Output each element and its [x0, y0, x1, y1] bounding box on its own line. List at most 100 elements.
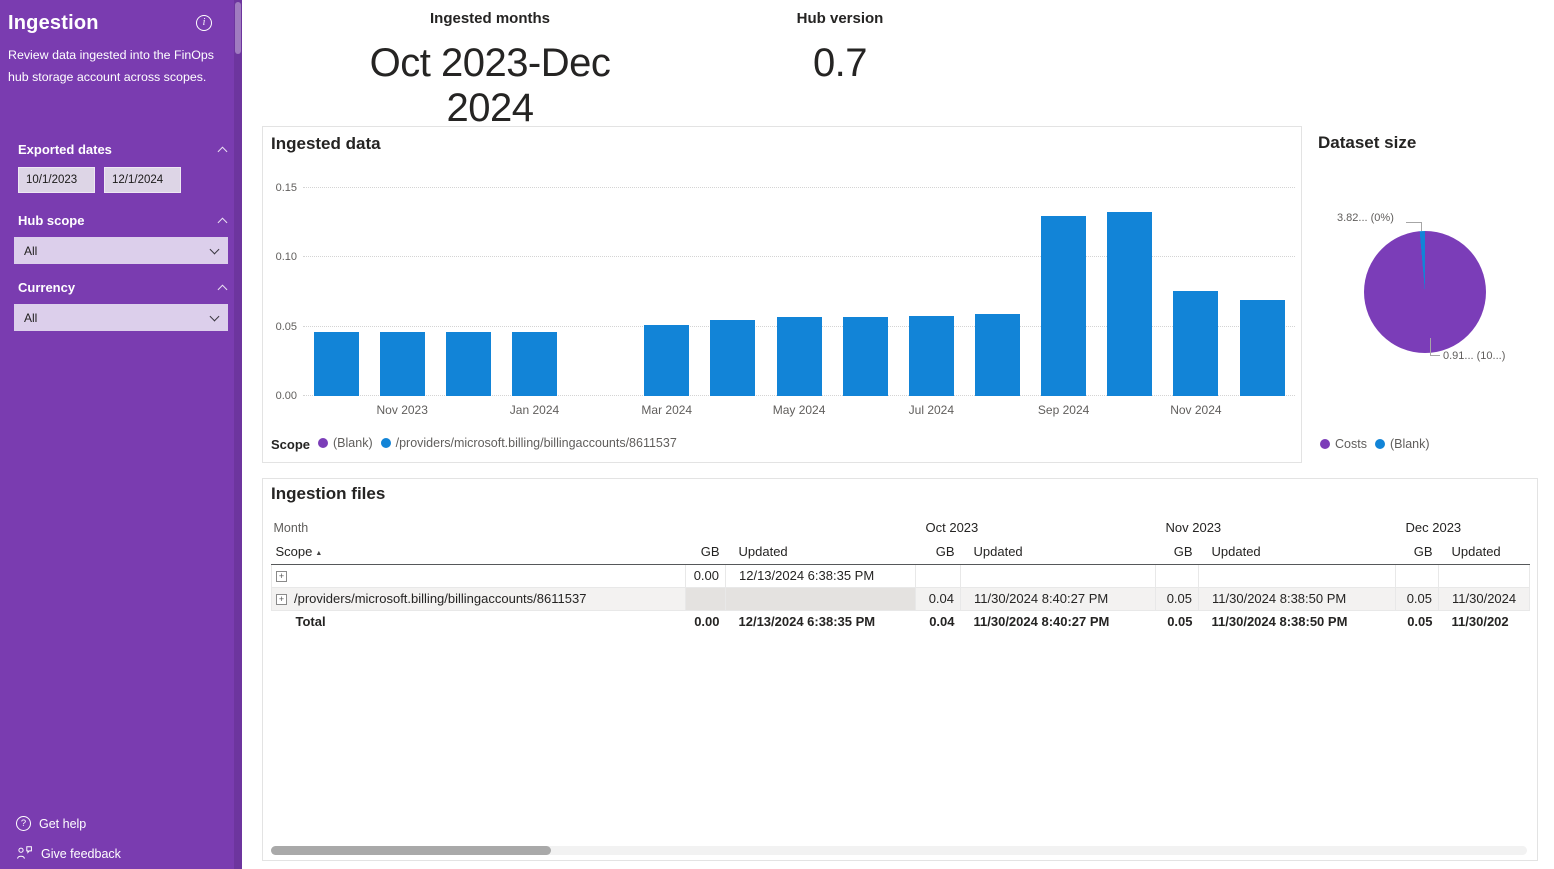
bar[interactable]	[974, 314, 1020, 396]
horizontal-scrollbar[interactable]	[271, 846, 1527, 855]
legend-item[interactable]: /providers/microsoft.billing/billingacco…	[380, 436, 677, 450]
scope-value: /providers/microsoft.billing/billingacco…	[294, 591, 587, 606]
feedback-icon	[16, 845, 33, 863]
month-header-row: Month Oct 2023 Nov 2023 Dec 2023	[272, 516, 1530, 539]
bar[interactable]	[1041, 215, 1087, 396]
sort-ascending-icon	[315, 550, 322, 557]
ingested-data-plot: 0.00 0.05 0.10 0.15 Nov 2023 Jan 2024 Mar 202…	[276, 182, 1295, 417]
info-icon[interactable]	[196, 15, 212, 31]
sidebar-scrollbar-thumb[interactable]	[235, 2, 241, 54]
get-help-link[interactable]: Get help	[16, 816, 86, 831]
chevron-up-icon[interactable]	[217, 217, 228, 228]
bar-slot: Nov 2023	[369, 188, 435, 417]
exported-dates-slicer: 10/1/2023 12/1/2024	[18, 167, 242, 194]
bar[interactable]	[379, 332, 425, 396]
cell-gb: 0.00	[685, 563, 726, 588]
callout-connector-line	[1430, 338, 1440, 356]
ingestion-files-table: Month Oct 2023 Nov 2023 Dec 2023 Scope G…	[271, 516, 1531, 633]
bar[interactable]	[512, 332, 557, 396]
bar[interactable]	[1107, 211, 1153, 396]
scope-value: Total	[295, 614, 326, 630]
chevron-down-icon	[209, 311, 220, 322]
legend-dot	[1320, 439, 1330, 449]
bar[interactable]	[776, 316, 822, 396]
cell-updated: 11/30/2024 8:40:27 PM	[960, 610, 1156, 633]
cell-updated: 11/30/2024	[1438, 586, 1531, 611]
bar-slot	[1229, 188, 1295, 396]
bar[interactable]	[1239, 300, 1285, 396]
bar-slot	[832, 188, 898, 396]
pie-chart[interactable]	[1364, 231, 1486, 353]
table-total-row: Total 0.00 12/13/2024 6:38:35 PM 0.04 11…	[271, 610, 1530, 633]
legend-item[interactable]: Costs	[1320, 437, 1367, 451]
cell-updated: 11/30/2024 8:40:27 PM	[959, 586, 1157, 611]
kpi-hub-version: Hub version 0.7	[740, 10, 940, 86]
hub-scope-selected-value: All	[24, 243, 38, 258]
bar-slot	[964, 188, 1030, 396]
cell-updated: 11/30/2024 8:38:50 PM	[1198, 610, 1396, 633]
bar[interactable]	[313, 332, 359, 396]
cell-updated: 12/13/2024 6:38:35 PM	[725, 563, 916, 588]
chevron-up-icon[interactable]	[217, 146, 228, 157]
cell-gb: 0.05	[1155, 586, 1200, 611]
scrollbar-thumb[interactable]	[271, 846, 551, 855]
bar-slot	[435, 188, 501, 396]
end-date-input[interactable]: 12/1/2024	[104, 167, 181, 194]
kpi-ingested-months: Ingested months Oct 2023-Dec 2024	[325, 10, 655, 131]
bar-slot: Jul 2024	[898, 188, 964, 417]
updated-column-header[interactable]: Updated	[960, 539, 1156, 565]
bar-slot	[700, 188, 766, 396]
bar[interactable]	[908, 315, 954, 396]
x-axis-tick-label: May 2024	[772, 403, 826, 417]
get-help-label: Get help	[39, 816, 87, 831]
give-feedback-link[interactable]: Give feedback	[16, 845, 121, 863]
bar-slot	[568, 188, 634, 396]
cell-gb	[1395, 563, 1440, 588]
legend-items: (Blank) /providers/microsoft.billing/bill…	[318, 435, 685, 453]
cell-scope: /providers/microsoft.billing/billingacco…	[271, 586, 686, 611]
legend-item[interactable]: (Blank)	[1374, 437, 1430, 451]
updated-column-header[interactable]: Updated	[1198, 539, 1396, 565]
x-axis-tick-label: Jan 2024	[509, 403, 560, 417]
hub-scope-section-header: Hub scope	[0, 213, 242, 228]
updated-column-header[interactable]: Updated	[1438, 539, 1530, 565]
gb-column-header[interactable]: GB	[1155, 539, 1199, 565]
cell-gb	[1155, 563, 1200, 588]
gb-column-header[interactable]: GB	[1395, 539, 1439, 565]
cell-gb: 0.05	[1155, 610, 1199, 633]
chart-legend: Scope (Blank) /providers/microsoft.billin…	[271, 435, 685, 453]
month-group-header: Nov 2023	[1165, 520, 1222, 535]
bar-slot: May 2024	[766, 188, 832, 417]
y-axis-tick-label: 0.10	[275, 251, 297, 264]
cell-scope: Total	[271, 610, 686, 633]
expand-icon[interactable]	[276, 594, 287, 606]
legend-item[interactable]: (Blank)	[318, 436, 373, 450]
start-date-input[interactable]: 10/1/2023	[18, 167, 95, 194]
legend-label: /providers/microsoft.billing/billingacco…	[395, 436, 677, 450]
chevron-up-icon[interactable]	[217, 284, 228, 295]
bar[interactable]	[842, 316, 888, 396]
cell-gb: 0.05	[1395, 610, 1439, 633]
cell-scope	[271, 563, 686, 588]
bar[interactable]	[644, 325, 690, 396]
table-row: /providers/microsoft.billing/billingacco…	[271, 586, 1531, 611]
bar[interactable]	[1173, 290, 1219, 396]
currency-dropdown[interactable]: All	[14, 304, 228, 332]
kpi-label: Hub version	[796, 10, 884, 27]
bar-slot: Jan 2024	[501, 188, 567, 417]
expand-icon[interactable]	[276, 571, 287, 583]
gb-column-header[interactable]: GB	[915, 539, 961, 565]
scope-column-header[interactable]: Scope	[271, 539, 686, 565]
legend-dot	[1374, 439, 1385, 449]
bar-slot: Sep 2024	[1031, 188, 1097, 417]
bar[interactable]	[445, 332, 491, 396]
cell-gb: 0.00	[685, 610, 726, 633]
hub-scope-dropdown[interactable]: All	[14, 237, 228, 265]
cell-gb: 0.05	[1395, 586, 1440, 611]
kpi-value: Oct 2023-Dec 2024	[369, 41, 611, 130]
gb-column-header[interactable]: GB	[685, 539, 726, 565]
updated-column-header[interactable]: Updated	[725, 539, 916, 565]
chart-title: Dataset size	[1318, 133, 1417, 152]
bar[interactable]	[710, 319, 756, 396]
